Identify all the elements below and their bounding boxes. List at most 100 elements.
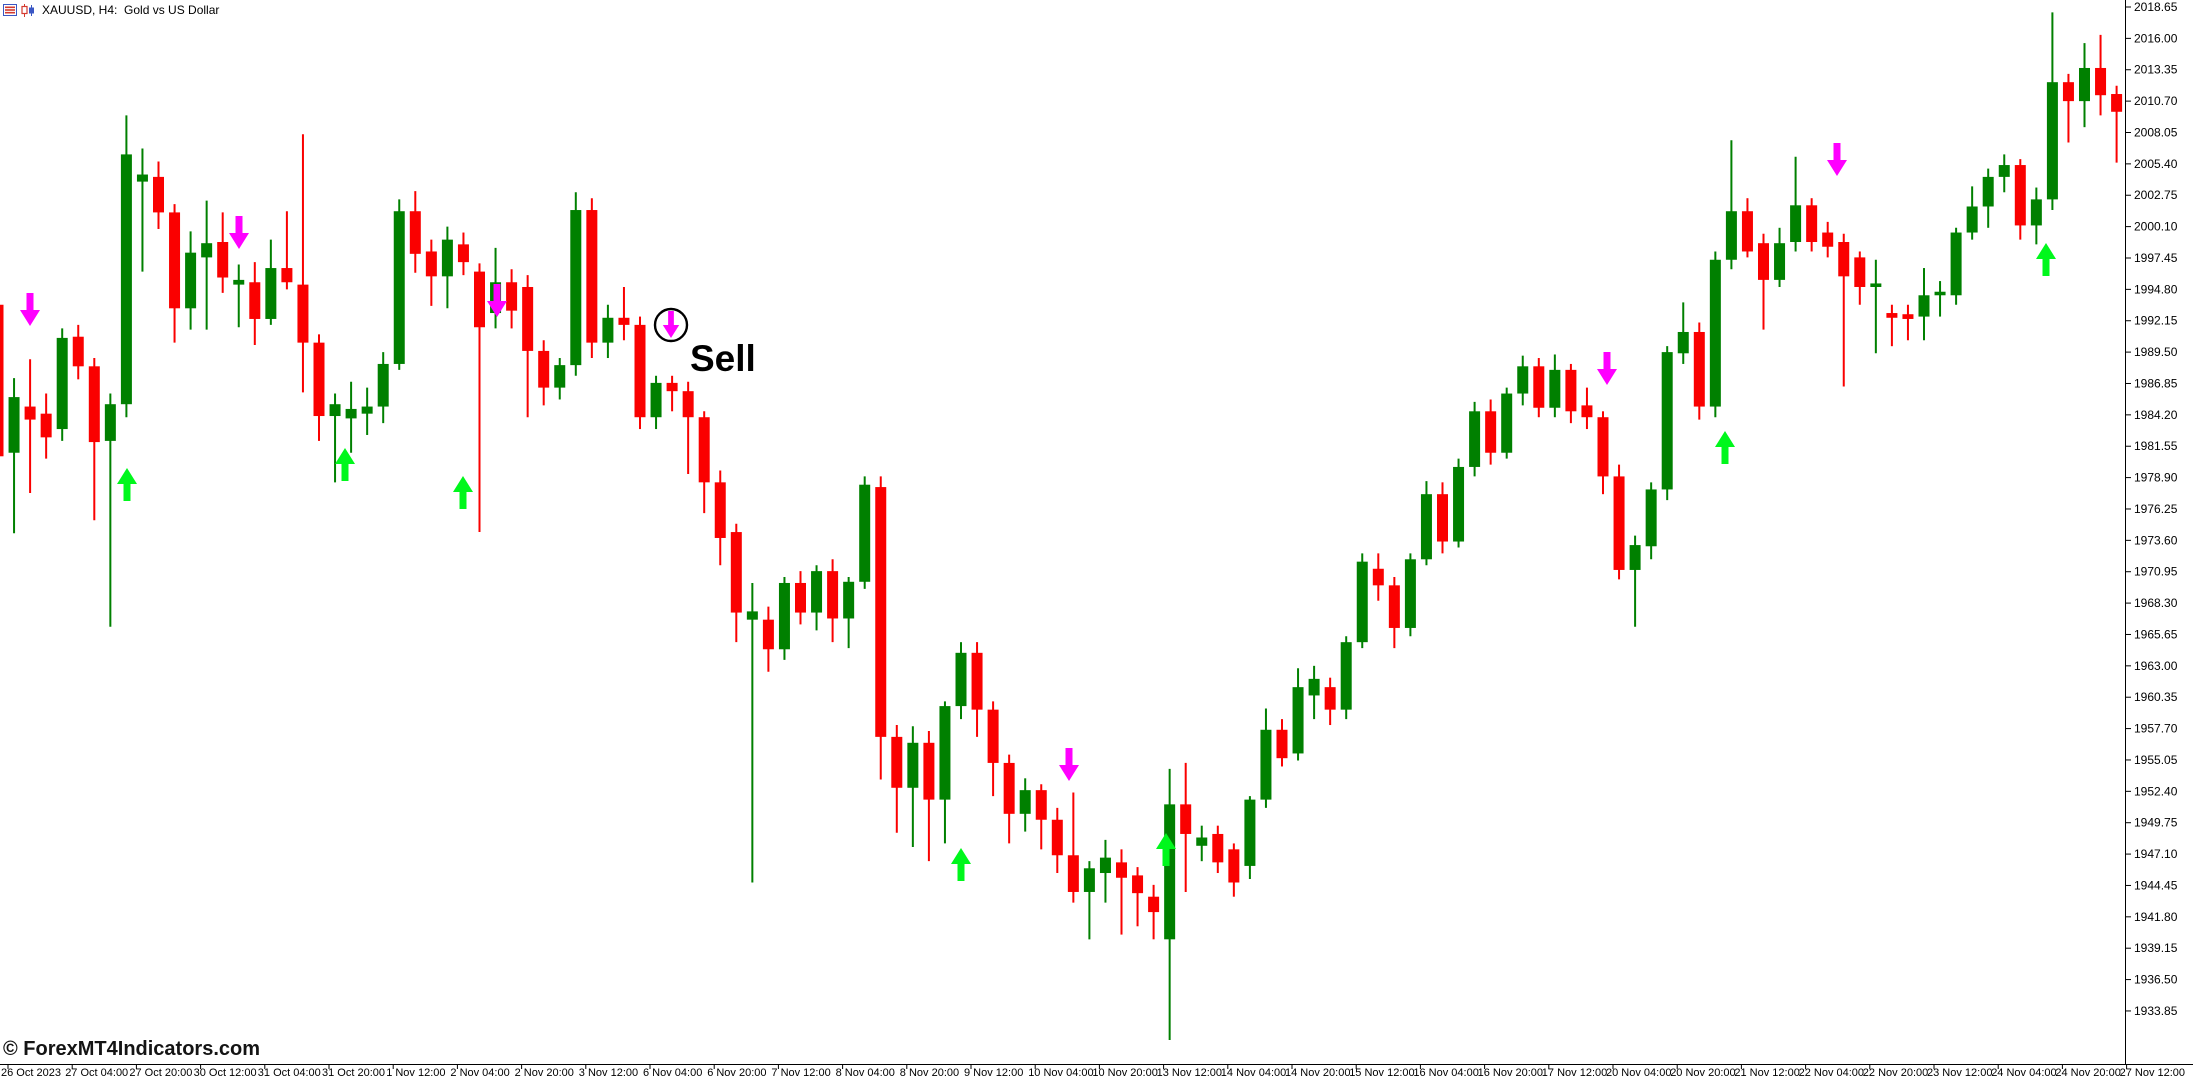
time-axis-label: 27 Oct 20:00 — [129, 1067, 192, 1078]
candle — [297, 134, 309, 393]
candlestick-chart-icon — [21, 3, 34, 17]
candle — [72, 324, 84, 380]
time-axis[interactable]: 26 Oct 2023 27 Oct 04:00 27 Oct 20:00 30 Oc… — [1, 1064, 2185, 1078]
candle-body — [811, 571, 823, 613]
candle — [1019, 778, 1031, 832]
price-axis-label: 2010.70 — [2134, 94, 2178, 108]
candle-body — [730, 532, 742, 613]
plot-area[interactable]: Sell — [0, 12, 2123, 1040]
candle-body — [1886, 313, 1898, 318]
candle — [1469, 401, 1481, 477]
price-axis-label: 1941.80 — [2134, 910, 2178, 924]
chart-title: XAUUSD, H4: Gold vs US Dollar — [42, 3, 220, 17]
candle-body — [1918, 295, 1930, 317]
candle-body — [570, 210, 582, 366]
time-axis-label: 8 Nov 20:00 — [900, 1067, 959, 1078]
candle-body — [1741, 211, 1753, 252]
candle — [1677, 302, 1689, 364]
candle — [1099, 839, 1111, 903]
candle-body — [313, 342, 325, 417]
candle — [1051, 807, 1063, 874]
candle-body — [1308, 678, 1320, 696]
candle-body — [1982, 176, 1994, 207]
candle — [682, 381, 694, 475]
candle-body — [201, 243, 213, 258]
candle-body — [955, 652, 967, 707]
candle-body — [778, 582, 790, 650]
time-axis-label: 6 Nov 04:00 — [643, 1067, 702, 1078]
candle — [2046, 12, 2058, 211]
candle-body — [0, 304, 4, 457]
candle — [265, 239, 277, 325]
candle-body — [1934, 291, 1946, 296]
candle-body — [2079, 67, 2090, 102]
candle-body — [1116, 862, 1127, 878]
candle-body — [153, 176, 164, 213]
candle-body — [682, 391, 694, 418]
price-axis-label: 1976.25 — [2134, 502, 2178, 516]
candle — [120, 115, 132, 418]
candle — [1116, 849, 1127, 935]
candle-body — [393, 211, 405, 364]
candle-body — [1132, 875, 1144, 894]
candle — [1453, 458, 1465, 548]
candle — [1035, 784, 1047, 850]
price-axis[interactable]: 2018.65 2016.00 2013.35 2010.70 2008.05 2005.… — [2125, 0, 2178, 1018]
candle — [1132, 867, 1144, 927]
time-axis-label: 16 Nov 20:00 — [1478, 1067, 1543, 1078]
candle-body — [762, 619, 774, 650]
price-axis-label: 1952.40 — [2134, 784, 2178, 798]
candle-body — [345, 408, 357, 419]
candle — [570, 192, 582, 376]
candle-body — [1388, 585, 1400, 628]
price-axis-label: 1947.10 — [2134, 847, 2178, 861]
candle-body — [1276, 729, 1288, 759]
signal-arrows-layer — [20, 143, 2056, 881]
candle-body — [361, 406, 373, 414]
candle — [586, 198, 598, 359]
candle — [217, 212, 229, 293]
candle-body — [843, 581, 855, 619]
candle-body — [457, 244, 469, 263]
candle — [88, 358, 100, 521]
candle-body — [554, 365, 566, 388]
candle — [1741, 198, 1753, 258]
candle — [1164, 768, 1176, 1040]
candle-body — [1709, 259, 1721, 407]
candle — [2111, 85, 2123, 163]
candle — [714, 470, 726, 566]
price-axis-label: 1957.70 — [2134, 722, 2178, 736]
candle-body — [474, 271, 485, 328]
candle-body — [233, 279, 245, 285]
candle-body — [987, 709, 999, 763]
candle-body — [297, 284, 309, 343]
candle — [1693, 322, 1705, 420]
sell-arrow-icon — [20, 293, 40, 326]
candle-body — [1164, 804, 1176, 940]
candle-body — [1597, 417, 1609, 477]
candle — [1950, 227, 1962, 305]
price-axis-label: 2002.75 — [2134, 188, 2178, 202]
time-axis-label: 27 Oct 04:00 — [65, 1067, 128, 1078]
candles-layer — [0, 12, 2123, 1040]
candle-body — [1661, 352, 1673, 490]
candle — [1388, 577, 1400, 649]
candle — [313, 334, 325, 441]
candle — [8, 378, 20, 534]
price-axis-label: 1949.75 — [2134, 816, 2178, 830]
candle-body — [1404, 559, 1416, 628]
candle-body — [1083, 868, 1095, 892]
time-axis-label: 7 Nov 12:00 — [771, 1067, 830, 1078]
sell-arrow-icon — [1597, 352, 1617, 385]
candle-body — [1565, 369, 1577, 412]
candle — [746, 582, 758, 883]
candle — [1581, 387, 1593, 430]
candle — [1613, 464, 1625, 580]
candle-body — [1725, 211, 1737, 260]
candle — [955, 642, 967, 720]
candle — [1934, 281, 1946, 317]
candle-body — [1501, 393, 1513, 453]
candle-body — [8, 397, 20, 453]
candle-body — [2046, 82, 2058, 200]
